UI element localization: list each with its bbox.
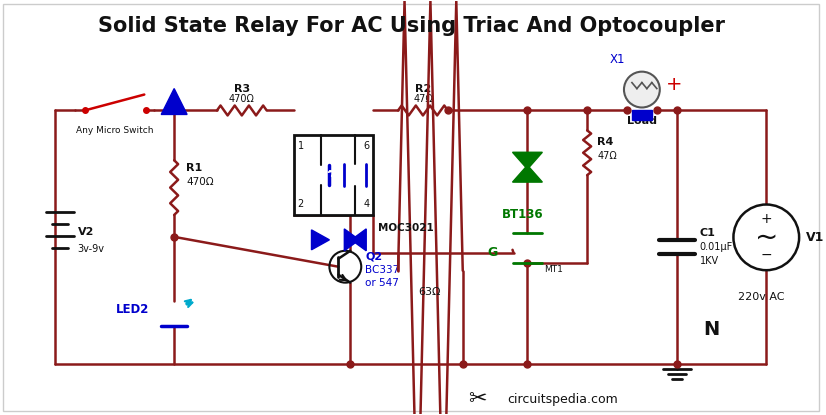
- Text: Q2: Q2: [365, 252, 382, 262]
- Polygon shape: [161, 88, 188, 115]
- Text: +: +: [666, 75, 682, 94]
- Text: circuitspedia.com: circuitspedia.com: [507, 393, 619, 405]
- Text: LED2: LED2: [116, 303, 149, 316]
- Text: G: G: [487, 246, 498, 259]
- Text: BT136: BT136: [501, 208, 544, 222]
- Circle shape: [733, 205, 799, 270]
- Text: 1: 1: [297, 142, 304, 151]
- Text: R3: R3: [234, 83, 250, 93]
- Text: 470Ω: 470Ω: [229, 95, 254, 105]
- Polygon shape: [512, 165, 543, 182]
- Text: or 547: or 547: [365, 278, 399, 288]
- Text: V1: V1: [806, 231, 824, 244]
- Text: 0.01μF: 0.01μF: [700, 242, 733, 252]
- Text: X1: X1: [610, 53, 624, 66]
- Text: 6: 6: [363, 142, 369, 151]
- Text: 47Ω: 47Ω: [413, 95, 433, 105]
- Text: R4: R4: [597, 137, 614, 147]
- Text: R1: R1: [186, 163, 202, 173]
- Text: Solid State Relay For AC Using Triac And Optocoupler: Solid State Relay For AC Using Triac And…: [97, 16, 724, 36]
- Text: R2: R2: [415, 83, 431, 93]
- Text: Load: Load: [627, 117, 657, 127]
- Text: 4: 4: [363, 199, 369, 209]
- Polygon shape: [351, 229, 366, 251]
- Text: 220v AC: 220v AC: [738, 292, 785, 302]
- Bar: [632, 110, 652, 120]
- Text: ✂: ✂: [468, 389, 487, 409]
- Text: 3v-9v: 3v-9v: [78, 244, 105, 254]
- Text: 47Ω: 47Ω: [597, 151, 617, 161]
- Bar: [293, 135, 373, 215]
- Circle shape: [624, 72, 660, 107]
- Text: 2: 2: [297, 199, 304, 209]
- Text: +: +: [761, 212, 772, 227]
- Text: 470Ω: 470Ω: [186, 177, 214, 187]
- Text: 1KV: 1KV: [700, 256, 719, 266]
- Text: 63Ω: 63Ω: [419, 287, 441, 297]
- Text: BC337: BC337: [365, 265, 400, 275]
- Text: MT1: MT1: [544, 265, 563, 274]
- Polygon shape: [512, 152, 543, 169]
- Text: C1: C1: [700, 228, 715, 238]
- Polygon shape: [344, 229, 359, 251]
- Text: N: N: [704, 320, 719, 339]
- Polygon shape: [311, 230, 330, 250]
- Text: ~: ~: [755, 223, 778, 251]
- Text: V2: V2: [78, 227, 94, 237]
- Text: Any Micro Switch: Any Micro Switch: [76, 126, 153, 135]
- Text: −: −: [761, 248, 772, 262]
- Text: MOC3021: MOC3021: [378, 223, 434, 233]
